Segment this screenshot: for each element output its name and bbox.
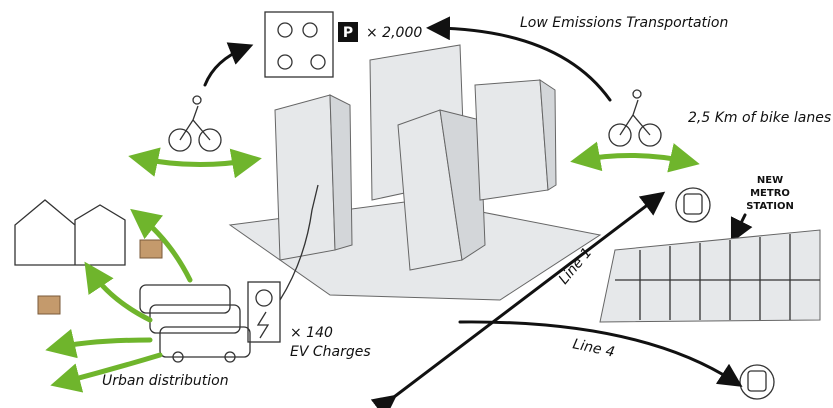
green-arrow [580,155,690,162]
parking-icon: P [343,25,353,41]
bike-lanes-label: 2,5 Km of bike lanes [688,110,831,126]
metro-station [600,230,820,322]
line-label: Line 4 [571,336,616,360]
parking-count: × 2,000 [366,25,422,41]
arrow [205,48,245,85]
metro-label: NEW [757,175,783,186]
ev-count: × 140 [290,325,333,341]
green-arrow [90,270,150,320]
arrow [735,215,745,235]
green-arrow [55,340,150,348]
buildings [230,45,600,300]
green-arrow [138,158,252,165]
diagram: P × 2,000 Low Emissions Transportation 2… [0,0,833,408]
distribution-label: Urban distribution [102,373,229,389]
metro-label: METRO [750,188,790,199]
bike-left [169,96,221,151]
transport-label: Low Emissions Transportation [520,15,728,31]
metro-label: STATION [746,201,794,212]
ev-label: EV Charges [290,344,371,360]
vans [140,285,250,362]
bike-right [609,90,661,146]
